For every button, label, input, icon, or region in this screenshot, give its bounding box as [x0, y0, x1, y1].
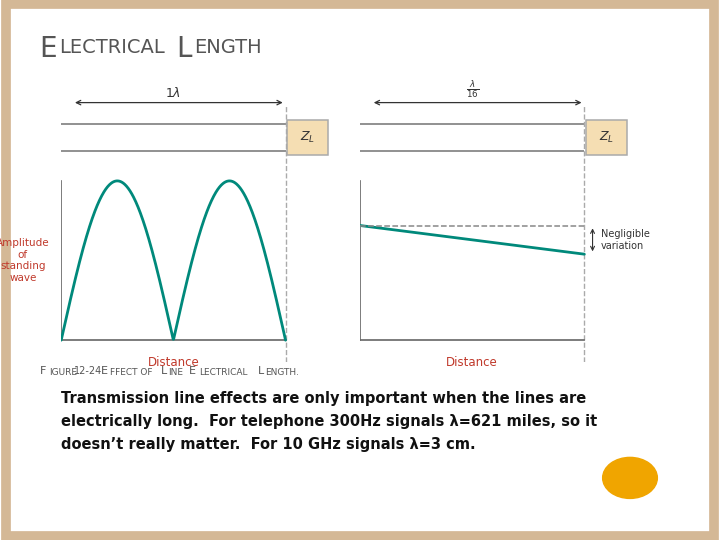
Text: FFECT OF: FFECT OF: [110, 368, 153, 377]
Text: ENGTH: ENGTH: [194, 38, 262, 57]
Text: E: E: [101, 366, 108, 376]
Text: $Z_L$: $Z_L$: [300, 130, 315, 145]
Text: INE: INE: [168, 368, 183, 377]
Text: $\frac{\lambda}{16}$: $\frac{\lambda}{16}$: [466, 79, 479, 100]
FancyBboxPatch shape: [586, 120, 626, 156]
Text: ENGTH.: ENGTH.: [265, 368, 299, 377]
Text: Distance: Distance: [446, 356, 498, 369]
Text: E: E: [189, 366, 197, 376]
Text: 12-24: 12-24: [74, 366, 102, 376]
Text: LECTRICAL: LECTRICAL: [199, 368, 247, 377]
Text: L: L: [258, 366, 264, 376]
Text: Negligible
variation: Negligible variation: [600, 229, 649, 251]
Text: LECTRICAL: LECTRICAL: [59, 38, 165, 57]
FancyBboxPatch shape: [287, 120, 328, 156]
Text: Distance: Distance: [148, 356, 199, 369]
Text: Transmission line effects are only important when the lines are
electrically lon: Transmission line effects are only impor…: [61, 392, 598, 452]
Text: IGURE: IGURE: [49, 368, 77, 377]
Text: L: L: [161, 366, 168, 376]
Text: F: F: [40, 366, 46, 376]
Text: $1\lambda$: $1\lambda$: [166, 86, 181, 100]
Text: Amplitude
of
standing
wave: Amplitude of standing wave: [0, 238, 50, 283]
Text: $Z_L$: $Z_L$: [598, 130, 614, 145]
Text: E: E: [40, 35, 57, 63]
Text: L: L: [176, 35, 192, 63]
